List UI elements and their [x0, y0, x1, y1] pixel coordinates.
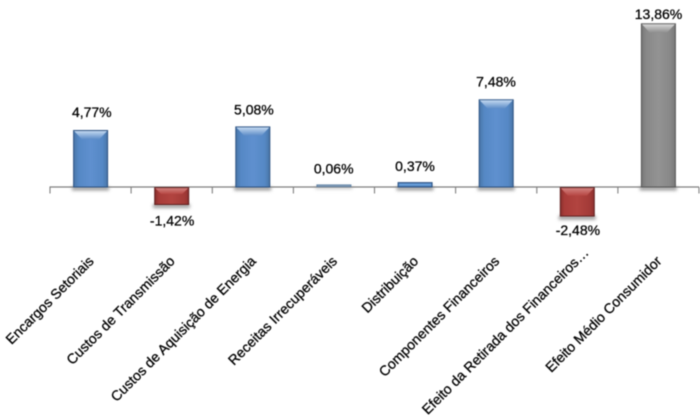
svg-text:Encargos Setoriais: Encargos Setoriais [2, 253, 96, 347]
svg-text:0,37%: 0,37% [395, 158, 435, 174]
svg-text:7,48%: 7,48% [476, 74, 516, 90]
svg-text:13,86%: 13,86% [635, 6, 682, 22]
svg-text:-1,42%: -1,42% [150, 212, 194, 228]
svg-text:0,06%: 0,06% [314, 160, 354, 176]
svg-text:Custos de Aquisição de Energia: Custos de Aquisição de Energia [107, 253, 259, 405]
svg-text:4,77%: 4,77% [72, 104, 112, 120]
svg-text:-2,48%: -2,48% [556, 222, 600, 238]
svg-text:5,08%: 5,08% [234, 102, 274, 118]
svg-text:Distribuição: Distribuição [358, 253, 421, 316]
svg-text:Efeito da Retirada dos Finance: Efeito da Retirada dos Financeiros… [419, 244, 592, 417]
